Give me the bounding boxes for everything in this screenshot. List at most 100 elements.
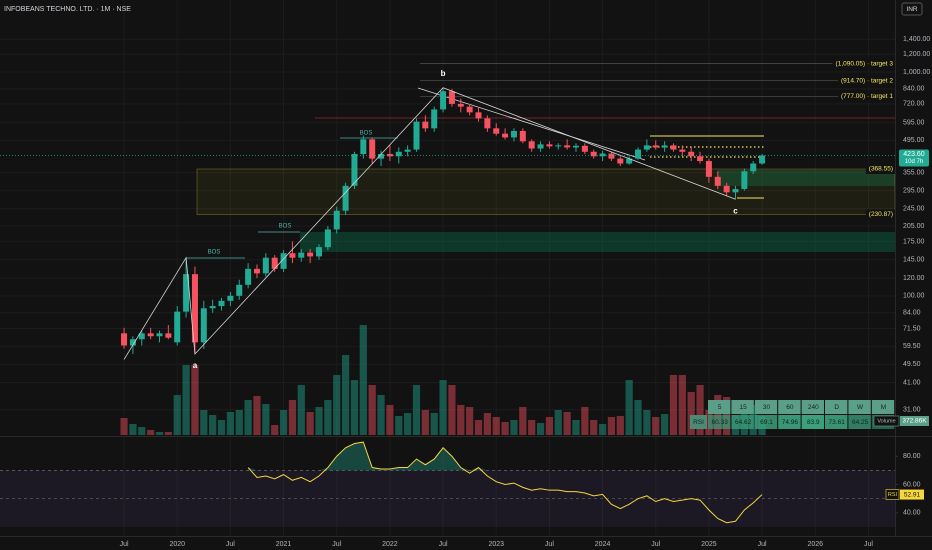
candle-body (262, 257, 269, 274)
table-header: 240 (808, 404, 819, 411)
volume-bar (147, 430, 155, 435)
y-tick-label: 49.50 (903, 361, 921, 368)
table-value: 74.96 (782, 419, 799, 426)
wave-line (123, 87, 736, 360)
candle-body (635, 149, 642, 159)
table-value: 64.25 (852, 419, 869, 426)
table-header: 30 (763, 404, 771, 411)
candle-body (156, 333, 163, 337)
volume-bar (607, 417, 616, 435)
candle-body (307, 252, 314, 257)
volume-bar (288, 400, 297, 435)
last-price-box (899, 149, 929, 167)
candle-body (183, 274, 190, 312)
y-tick-label: 595.00 (903, 119, 925, 126)
volume-bar (279, 410, 288, 435)
y-tick-label: 145.00 (903, 257, 925, 264)
y-tick-label: 1,400.00 (903, 36, 930, 43)
candle-body (714, 176, 721, 186)
table-header-cell (708, 400, 731, 414)
x-tick-label: Jul (651, 541, 660, 548)
candle-body (360, 139, 367, 155)
volume-bar (350, 380, 359, 435)
level-label: (368.55) (869, 166, 893, 173)
table-cell (801, 415, 824, 429)
volume-bar (519, 407, 527, 435)
table-row-label: RSI (693, 419, 704, 426)
candle-body (661, 145, 668, 148)
volume-bar (483, 413, 491, 435)
volume-bar (129, 424, 137, 435)
volume-bar (386, 405, 394, 435)
y-tick-label: 840.00 (903, 86, 925, 93)
table-cell (778, 415, 801, 429)
candle-body (333, 210, 340, 230)
candle-body (227, 295, 234, 301)
volume-bar (696, 385, 704, 435)
table-cell (825, 415, 848, 429)
x-tick-label: 2020 (169, 541, 185, 548)
volume-bar (155, 432, 164, 435)
candle-body (617, 158, 624, 164)
table-header-cell (871, 400, 895, 414)
volume-bar (439, 380, 447, 435)
volume-bar (306, 412, 314, 435)
candle-body (572, 145, 579, 148)
candle-body (431, 109, 438, 129)
candle-body (723, 185, 730, 193)
volume-bar (528, 420, 536, 435)
volume-bar (634, 400, 642, 435)
candle-body (705, 161, 712, 177)
level-label: (230.87) (869, 211, 893, 218)
y-tick-label: 175.00 (903, 238, 925, 245)
candle-body (129, 339, 136, 346)
volume-bar (315, 407, 323, 435)
x-tick-label: Jul (120, 541, 129, 548)
candle-body (679, 149, 686, 152)
candle-body (218, 300, 225, 307)
x-tick-label: 2022 (382, 541, 398, 548)
level-label: (914.70) · target 2 (841, 77, 893, 84)
candle-body (564, 145, 571, 148)
candle-body (608, 153, 615, 159)
volume-readout: 372.86K (902, 418, 927, 425)
candle-body (697, 156, 704, 162)
volume-bar (687, 392, 695, 435)
table-cell (708, 415, 731, 429)
candle-body (191, 274, 198, 343)
chart-title: INFOBEANS TECHNO. LTD. · 1M · NSE (4, 6, 131, 13)
x-tick-label: Jul (226, 541, 235, 548)
countdown: 10d 7h (905, 159, 923, 165)
x-tick-label: 2023 (488, 541, 504, 548)
rsi-readout: 52.91 (904, 491, 921, 498)
y-tick-label: 295.00 (903, 187, 925, 194)
table-header: W (857, 404, 864, 411)
y-tick-label: 1,200.00 (903, 51, 930, 58)
volume-bar (616, 416, 624, 435)
rsi-name: RSI (888, 492, 898, 498)
rsi-line (247, 441, 763, 524)
table-cell (754, 415, 778, 429)
demand-zone (718, 170, 895, 186)
y-tick-label: 40.00 (903, 510, 921, 517)
volume-bar (643, 410, 651, 435)
volume-bar (661, 414, 669, 435)
candle-body (652, 145, 659, 148)
volume-bar (271, 425, 279, 435)
level-label: (1,090.05) · target 3 (836, 60, 894, 67)
volume-bar (377, 395, 385, 435)
table-value: 69.1 (760, 419, 773, 426)
candle-body (484, 118, 491, 129)
level-label-bg (865, 164, 895, 175)
demand-zone (300, 232, 895, 252)
volume-bar (554, 410, 562, 435)
volume-bar (474, 420, 483, 435)
volume-bar (235, 410, 243, 435)
candle-body (395, 151, 402, 157)
table-header-cell (754, 400, 778, 414)
y-tick-label: 120.00 (903, 275, 925, 282)
y-tick-label: 31.00 (903, 407, 921, 414)
volume-bar (572, 420, 580, 435)
candle-body (440, 91, 447, 110)
candle-body (448, 91, 455, 104)
